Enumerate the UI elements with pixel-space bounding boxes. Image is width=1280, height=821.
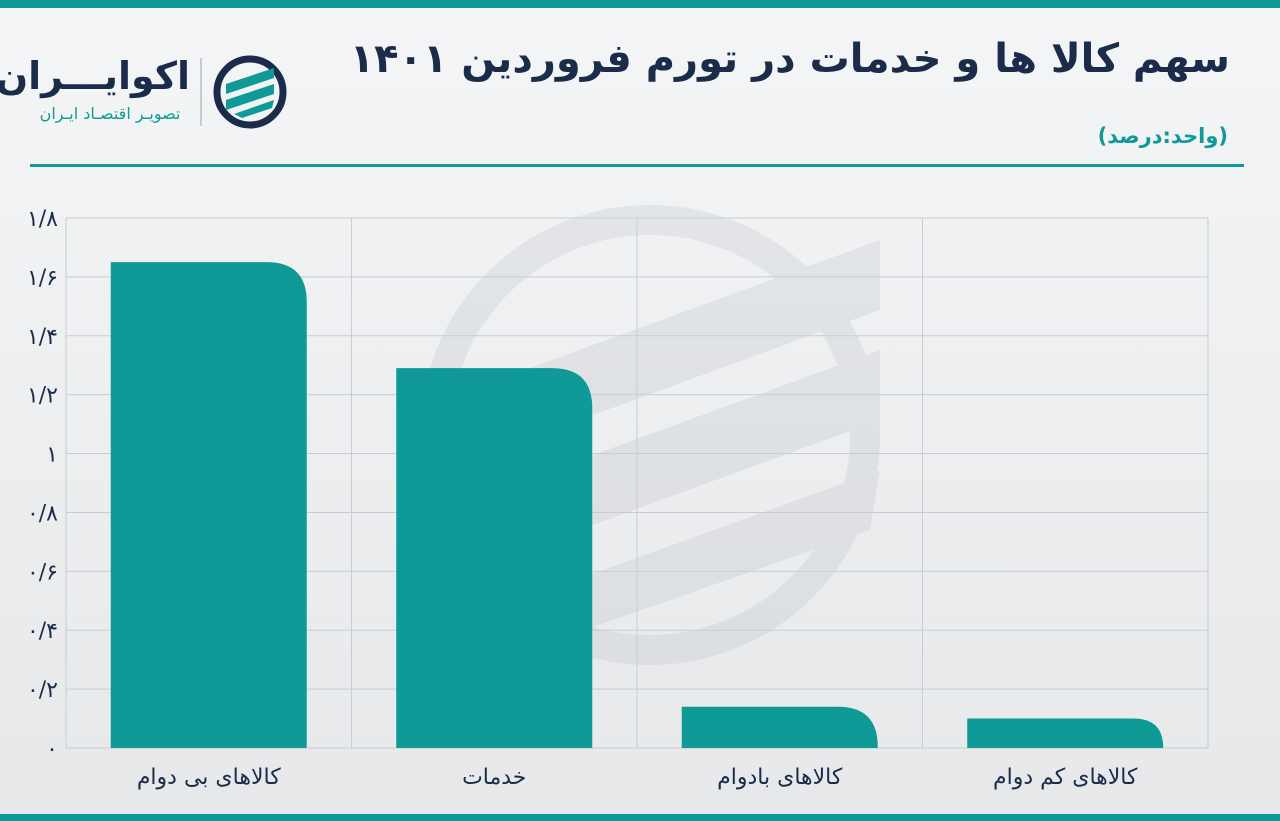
category-label: کالاهای بی دوام bbox=[137, 765, 281, 790]
logo-separator bbox=[200, 58, 202, 126]
y-tick-label: ۱/۲ bbox=[27, 384, 58, 409]
y-tick-label: ۱/۸ bbox=[27, 207, 58, 232]
bar bbox=[967, 718, 1164, 748]
y-tick-label: ۰/۴ bbox=[27, 619, 58, 644]
category-label: خدمات bbox=[462, 765, 526, 790]
y-tick-label: ۰/۸ bbox=[27, 501, 58, 526]
chart-area: ۰ ۰/۲ ۰/۴ ۰/۶ ۰/۸ ۱ ۱/۲ ۱/۴ ۱/۶ ۱/۸ کالاهای بی دوا… bbox=[0, 180, 1280, 814]
category-label: کالاهای کم دوام bbox=[993, 765, 1138, 790]
header-divider bbox=[30, 164, 1244, 167]
unit-label: (واحد:درصد) bbox=[1097, 124, 1228, 148]
y-tick-label: ۰ bbox=[46, 737, 58, 762]
brand-logo: اکوایـــران تصویـر اقتصـاد ایـران bbox=[0, 52, 290, 132]
y-tick-label: ۰/۲ bbox=[27, 678, 58, 703]
bar bbox=[681, 706, 878, 748]
bar bbox=[396, 368, 593, 748]
logo-subtitle: تصویـر اقتصـاد ایـران bbox=[39, 104, 181, 123]
top-frame-bar bbox=[0, 0, 1280, 8]
logo-name: اکوایـــران bbox=[0, 54, 190, 98]
y-tick-label: ۱ bbox=[46, 443, 58, 468]
y-tick-label: ۱/۶ bbox=[27, 266, 58, 291]
category-label: کالاهای بادوام bbox=[717, 765, 843, 790]
chart-title: سهم کالا ها و خدمات در تورم فروردین ۱۴۰۱ bbox=[349, 36, 1230, 82]
ecoiran-logo-icon bbox=[213, 55, 287, 129]
bar bbox=[110, 262, 307, 748]
bar-chart: ۰ ۰/۲ ۰/۴ ۰/۶ ۰/۸ ۱ ۱/۲ ۱/۴ ۱/۶ ۱/۸ کالاهای بی دوا… bbox=[27, 205, 1209, 790]
y-tick-label: ۱/۴ bbox=[27, 325, 58, 350]
bottom-frame-bar bbox=[0, 814, 1280, 821]
y-tick-label: ۰/۶ bbox=[27, 560, 58, 585]
